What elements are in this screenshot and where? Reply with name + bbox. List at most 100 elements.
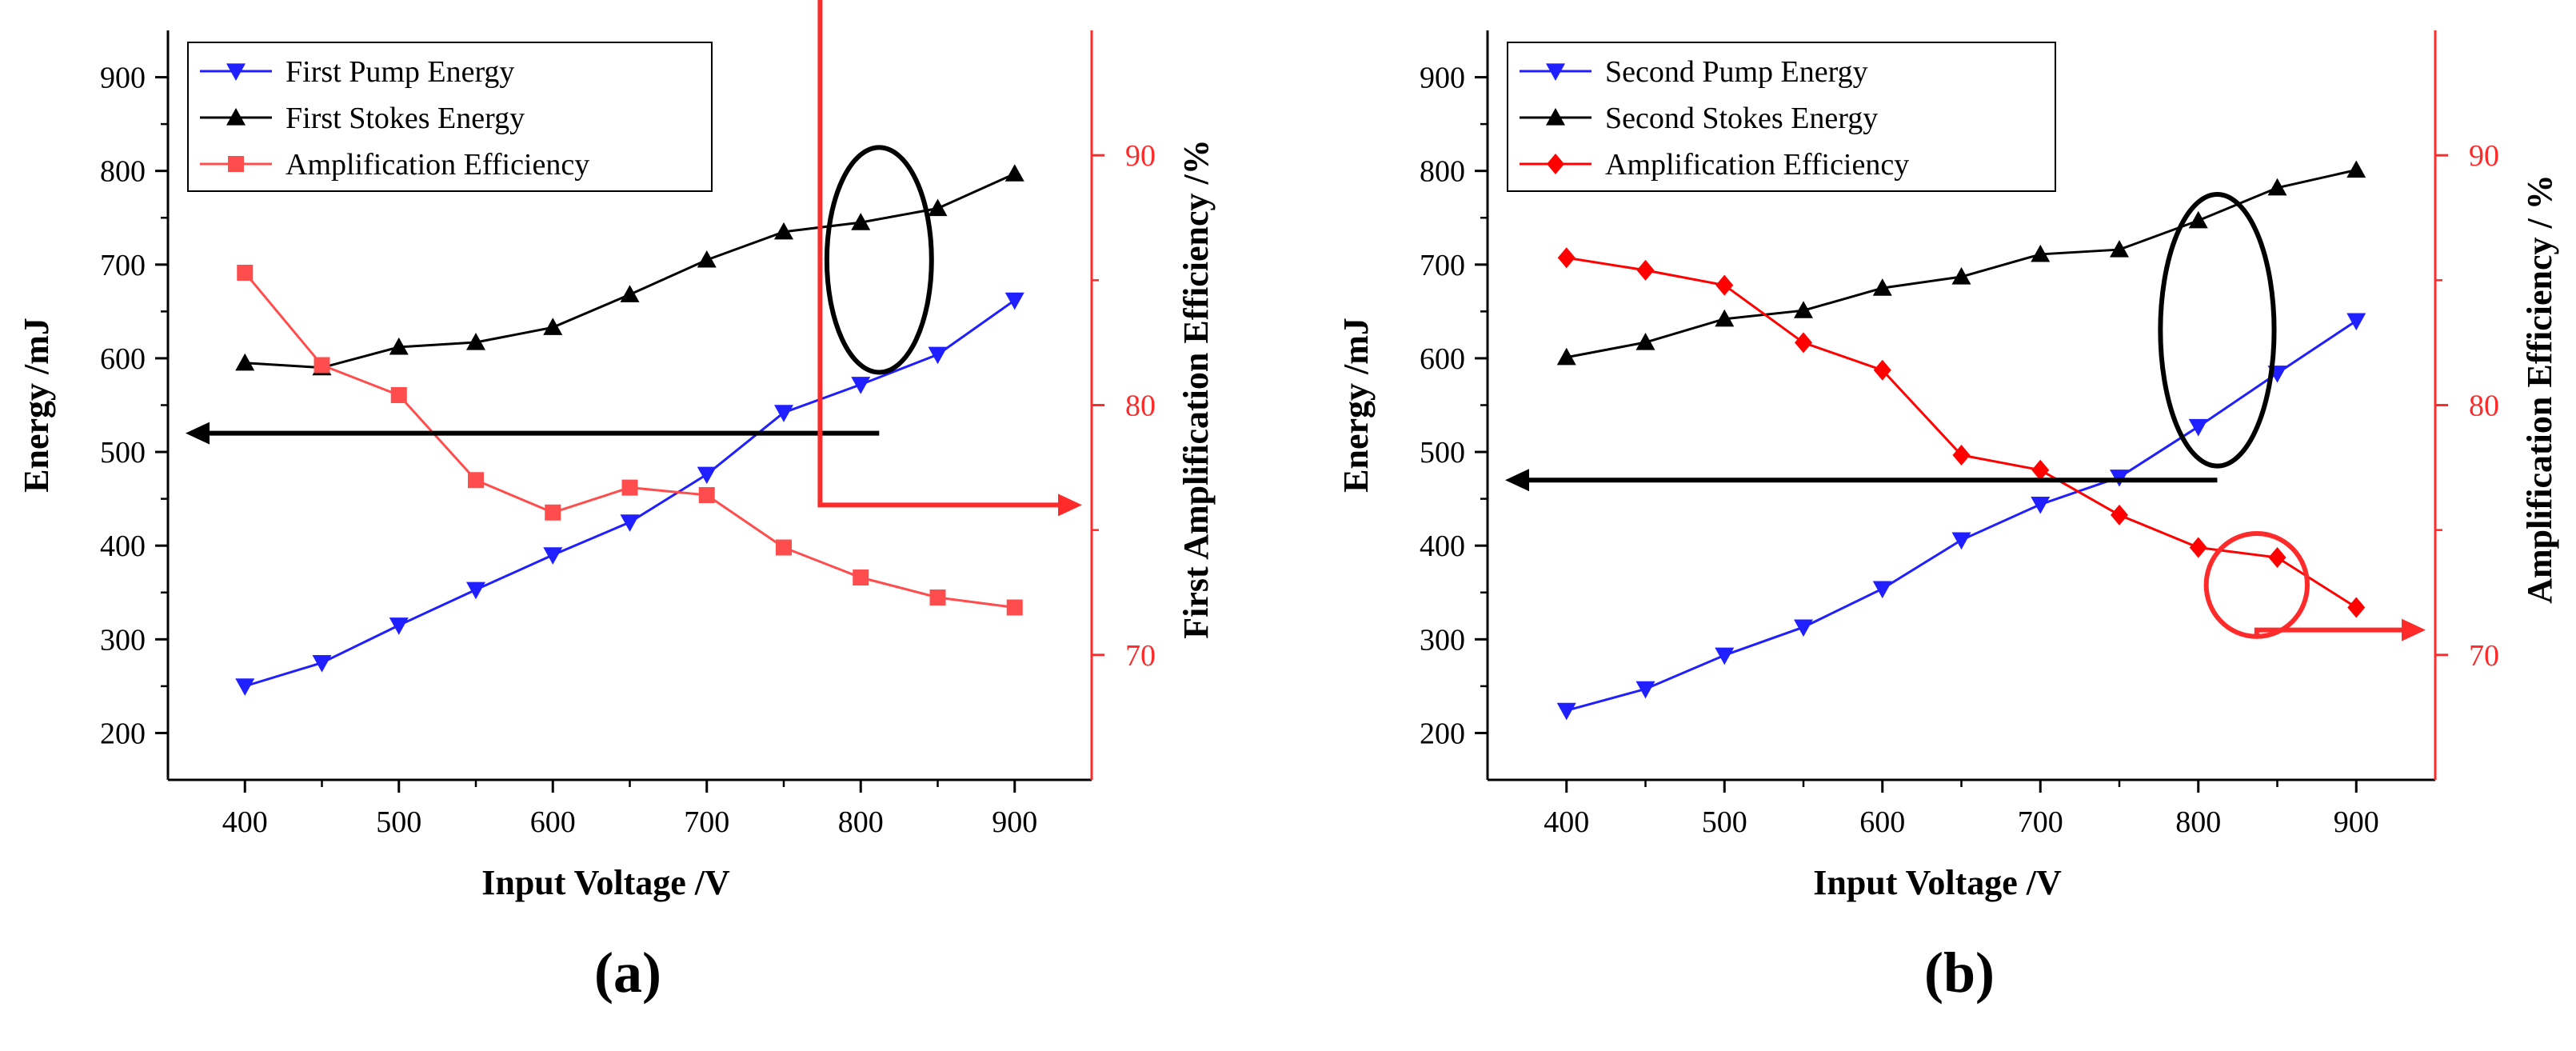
data-point-s0-8	[2188, 418, 2208, 437]
data-point-s1-3	[466, 333, 485, 350]
series-line-0	[1566, 319, 2358, 712]
legend-entry-1: Second Stokes Energy	[1605, 102, 1878, 135]
panel-label: (a)	[594, 941, 661, 1005]
annotation-arrow-1	[2254, 627, 2403, 637]
y-right-axis-label: Amplification Efficiency / %	[2520, 174, 2559, 604]
legend-entry-1: First Stokes Energy	[286, 102, 525, 135]
data-point-s1-2	[1715, 309, 1735, 327]
data-point-s0-3	[466, 581, 485, 600]
legend-marker-0	[226, 63, 246, 81]
data-point-s0-2	[1715, 647, 1735, 665]
y-left-axis-label: Energy /mJ	[1336, 318, 1376, 493]
legend-box	[187, 42, 713, 192]
y-left-tick-label: 200	[100, 717, 146, 750]
y-right-axis-label: First Amplification Efficiency /%	[1176, 139, 1216, 638]
data-point-s2-7	[2111, 504, 2128, 526]
y-left-tick-label: 900	[1420, 62, 1465, 95]
data-point-s2-8	[2189, 537, 2207, 558]
annotation-ellipse-0	[2158, 191, 2277, 469]
data-point-s1-9	[2267, 178, 2287, 196]
data-point-s1-0	[1556, 347, 1576, 366]
panel-a: 400 500 600 700 800 900 200 300 400 500 600 700 800 9…	[17, 0, 1216, 1005]
data-point-s1-9	[928, 198, 948, 217]
annotation-arrowhead-0	[186, 422, 210, 445]
y-left-tick-label: 600	[1420, 342, 1465, 376]
y-left-tick-label: 500	[100, 436, 146, 470]
data-point-s0-6	[697, 466, 717, 485]
data-point-s0-4	[1872, 581, 1892, 599]
data-point-s2-3	[468, 472, 484, 489]
data-point-s0-1	[312, 654, 332, 673]
y-left-tick-label: 800	[100, 155, 146, 189]
legend-marker-0	[1546, 63, 1565, 81]
x-tick-label: 700	[2018, 805, 2063, 839]
data-point-s2-10	[2347, 597, 2366, 618]
annotation-arrow-1	[817, 0, 1060, 508]
data-point-s1-1	[1635, 333, 1655, 350]
panel-label: (b)	[1924, 941, 1995, 1005]
y-right-tick-label: 70	[2469, 639, 2499, 673]
data-point-s2-5	[621, 479, 638, 496]
data-point-s0-0	[1556, 702, 1576, 721]
data-point-s0-3	[1794, 619, 1813, 637]
data-point-s1-4	[543, 318, 563, 335]
x-axis-label: Input Voltage /V	[481, 863, 730, 902]
legend-entry-0: First Pump Energy	[286, 55, 514, 89]
legend-box	[1507, 42, 2056, 192]
y-right-tick-label: 70	[1125, 639, 1156, 673]
series-line-2	[244, 272, 1015, 609]
x-tick-label: 600	[530, 805, 576, 839]
y-left-tick-label: 300	[100, 623, 146, 657]
annotation-ellipse-1	[2203, 530, 2310, 639]
data-point-s1-10	[2346, 160, 2366, 178]
data-point-s1-7	[2110, 240, 2129, 258]
data-point-s2-7	[776, 539, 792, 556]
data-point-s2-1	[1636, 259, 1655, 281]
data-point-s2-4	[1873, 359, 1891, 381]
x-tick-label: 700	[684, 805, 729, 839]
data-point-s1-0	[235, 353, 255, 371]
y-left-tick-label: 600	[100, 342, 146, 376]
data-point-s2-9	[2268, 547, 2286, 569]
series-line-1	[245, 172, 1016, 370]
y-left-axis-label: Energy /mJ	[17, 318, 56, 493]
x-tick-label: 800	[838, 805, 884, 839]
panel-b: 400 500 600 700 800 900 200 300 400 500 600 700 800 9…	[1336, 30, 2559, 1005]
x-tick-label: 500	[1702, 805, 1747, 839]
annotation-arrowhead-1	[2402, 618, 2426, 641]
x-tick-label: 400	[222, 805, 268, 839]
x-tick-label: 400	[1544, 805, 1589, 839]
data-point-s2-2	[1715, 274, 1734, 296]
data-point-s1-8	[851, 213, 871, 230]
legend-entry-2: Amplification Efficiency	[286, 148, 589, 182]
series-line-1	[1566, 169, 2357, 359]
data-point-s0-5	[620, 514, 640, 532]
y-left-tick-label: 300	[1420, 623, 1465, 657]
legend-marker-1	[226, 108, 246, 126]
x-tick-label: 600	[1859, 805, 1905, 839]
data-point-s2-3	[1795, 332, 1812, 354]
data-point-s2-0	[1557, 247, 1576, 269]
y-left-tick-label: 500	[1420, 436, 1465, 470]
data-point-s0-0	[235, 678, 255, 696]
data-point-s0-10	[2346, 313, 2366, 331]
data-point-s2-4	[545, 504, 561, 521]
x-tick-label: 900	[992, 805, 1037, 839]
data-point-s0-4	[543, 547, 563, 565]
data-point-s0-2	[389, 617, 409, 635]
y-left-tick-label: 200	[1420, 717, 1465, 750]
data-point-s2-1	[314, 357, 330, 374]
data-point-s2-0	[237, 264, 254, 281]
y-left-tick-label: 700	[1420, 249, 1465, 282]
data-point-s0-7	[774, 405, 793, 422]
data-point-s1-10	[1004, 164, 1024, 182]
data-point-s0-8	[851, 377, 871, 394]
data-point-s1-3	[1794, 301, 1813, 318]
y-left-tick-label: 900	[100, 62, 146, 95]
annotation-arrowhead-0	[1505, 469, 1529, 492]
x-axis-label: Input Voltage /V	[1813, 863, 2062, 902]
data-point-s2-8	[853, 569, 869, 586]
data-point-s2-9	[929, 589, 946, 605]
y-right-tick-label: 80	[2469, 390, 2499, 423]
